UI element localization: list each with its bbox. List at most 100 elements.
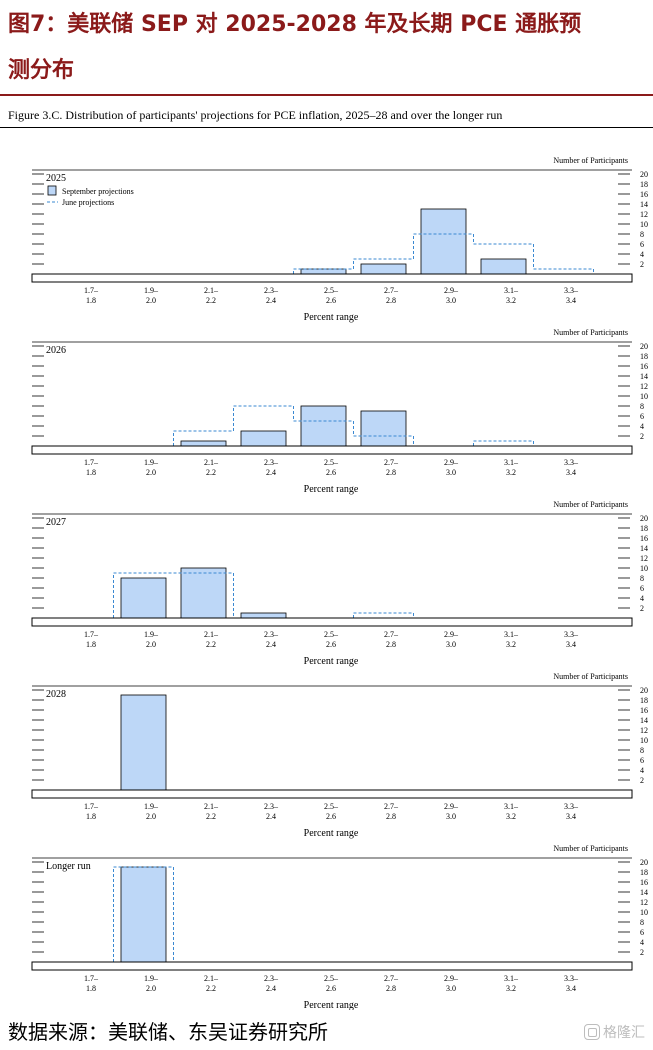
x-tick-label-top: 2.1– (204, 802, 219, 811)
y-tick-label: 16 (640, 362, 648, 371)
bar-september-1 (120, 866, 167, 963)
y-tick-label: 2 (640, 604, 644, 613)
y-axis-label: Number of Participants (553, 500, 628, 509)
x-tick-label-bottom: 1.8 (86, 812, 96, 821)
y-tick-label: 18 (640, 352, 648, 361)
x-tick-label-bottom: 2.2 (206, 296, 216, 305)
june-projection-outline (293, 233, 594, 274)
x-tick-label-bottom: 3.2 (506, 812, 516, 821)
y-tick-label: 12 (640, 210, 648, 219)
header-divider (0, 94, 653, 96)
y-tick-label: 18 (640, 696, 648, 705)
x-tick-label-bottom: 3.0 (446, 468, 456, 477)
x-tick-label-top: 1.7– (84, 630, 99, 639)
x-tick-label-bottom: 2.6 (326, 468, 336, 477)
report-title-line-2: 测分布 (8, 58, 75, 83)
y-tick-label: 8 (640, 230, 644, 239)
x-tick-label-bottom: 3.4 (566, 640, 576, 649)
x-axis-baseline (31, 617, 633, 627)
june-projection-outline (113, 866, 174, 962)
y-axis-label: Number of Participants (553, 672, 628, 681)
x-tick-label-top: 1.7– (84, 802, 99, 811)
report-header: 图7：美联储 SEP 对 2025-2028 年及长期 PCE 通胀预 测分布 (8, 2, 648, 94)
y-tick-label: 6 (640, 240, 644, 249)
y-tick-label: 12 (640, 382, 648, 391)
x-tick-label-top: 2.9– (444, 458, 459, 467)
x-tick-label-top: 2.5– (324, 630, 339, 639)
x-axis-label: Percent range (304, 656, 359, 667)
x-tick-label-bottom: 2.6 (326, 296, 336, 305)
y-tick-label: 14 (640, 716, 648, 725)
source-note: 数据来源：美联储、东吴证券研究所 (8, 1020, 328, 1044)
x-tick-label-top: 2.1– (204, 286, 219, 295)
bar-september-1 (120, 577, 167, 619)
x-tick-label-top: 2.7– (384, 974, 399, 983)
x-axis-baseline (31, 273, 633, 283)
x-tick-label-bottom: 2.8 (386, 984, 396, 993)
x-tick-label-bottom: 1.8 (86, 640, 96, 649)
x-tick-label-top: 2.9– (444, 286, 459, 295)
y-tick-label: 20 (640, 858, 648, 867)
y-tick-label: 4 (640, 766, 644, 775)
x-tick-label-top: 2.3– (264, 802, 279, 811)
y-tick-label: 18 (640, 524, 648, 533)
x-tick-label-bottom: 2.6 (326, 640, 336, 649)
y-tick-label: 20 (640, 342, 648, 351)
x-tick-label-top: 2.3– (264, 458, 279, 467)
x-tick-label-top: 2.7– (384, 458, 399, 467)
y-tick-label: 14 (640, 200, 648, 209)
x-tick-label-top: 3.1– (504, 286, 519, 295)
x-tick-label-bottom: 3.4 (566, 812, 576, 821)
panel-title: Longer run (46, 861, 91, 872)
y-tick-label: 4 (640, 250, 644, 259)
x-tick-label-bottom: 3.4 (566, 984, 576, 993)
x-axis-baseline (31, 961, 633, 971)
x-tick-label-bottom: 1.8 (86, 468, 96, 477)
y-tick-label: 16 (640, 878, 648, 887)
x-tick-label-top: 3.3– (564, 974, 579, 983)
x-tick-label-top: 1.9– (144, 630, 159, 639)
y-tick-label: 16 (640, 190, 648, 199)
y-tick-label: 18 (640, 868, 648, 877)
x-tick-label-top: 3.3– (564, 802, 579, 811)
bar-september-4 (300, 268, 347, 275)
bar-september-3 (240, 612, 287, 619)
watermark-text: 格隆汇 (603, 1025, 645, 1041)
june-projection-outline (113, 572, 414, 618)
report-title-line-1: 图7：美联储 SEP 对 2025-2028 年及长期 PCE 通胀预 (8, 12, 582, 37)
x-tick-label-top: 1.9– (144, 974, 159, 983)
y-tick-label: 8 (640, 918, 644, 927)
x-tick-label-top: 1.9– (144, 286, 159, 295)
x-tick-label-bottom: 2.8 (386, 812, 396, 821)
y-tick-label: 20 (640, 514, 648, 523)
bar-september-2 (180, 440, 227, 447)
bar-september-4 (300, 405, 347, 447)
y-tick-label: 2 (640, 260, 644, 269)
y-tick-label: 20 (640, 170, 648, 179)
y-tick-label: 14 (640, 372, 648, 381)
x-tick-label-bottom: 3.2 (506, 468, 516, 477)
x-tick-label-bottom: 2.6 (326, 984, 336, 993)
y-tick-label: 6 (640, 756, 644, 765)
x-tick-label-top: 2.5– (324, 286, 339, 295)
x-tick-label-bottom: 2.0 (146, 296, 156, 305)
x-tick-label-top: 3.1– (504, 974, 519, 983)
y-tick-label: 14 (640, 544, 648, 553)
x-axis-label: Percent range (304, 484, 359, 495)
x-tick-label-bottom: 2.4 (266, 640, 276, 649)
figure-caption: Figure 3.C. Distribution of participants… (8, 108, 503, 122)
x-tick-label-bottom: 2.2 (206, 468, 216, 477)
x-tick-label-top: 3.3– (564, 286, 579, 295)
x-tick-label-top: 2.1– (204, 974, 219, 983)
x-tick-label-top: 2.9– (444, 630, 459, 639)
y-tick-label: 2 (640, 948, 644, 957)
figure-caption-rule (0, 127, 653, 128)
x-tick-label-bottom: 3.4 (566, 468, 576, 477)
x-tick-label-top: 2.9– (444, 974, 459, 983)
x-tick-label-bottom: 2.4 (266, 296, 276, 305)
x-tick-label-bottom: 3.2 (506, 984, 516, 993)
y-tick-label: 12 (640, 898, 648, 907)
